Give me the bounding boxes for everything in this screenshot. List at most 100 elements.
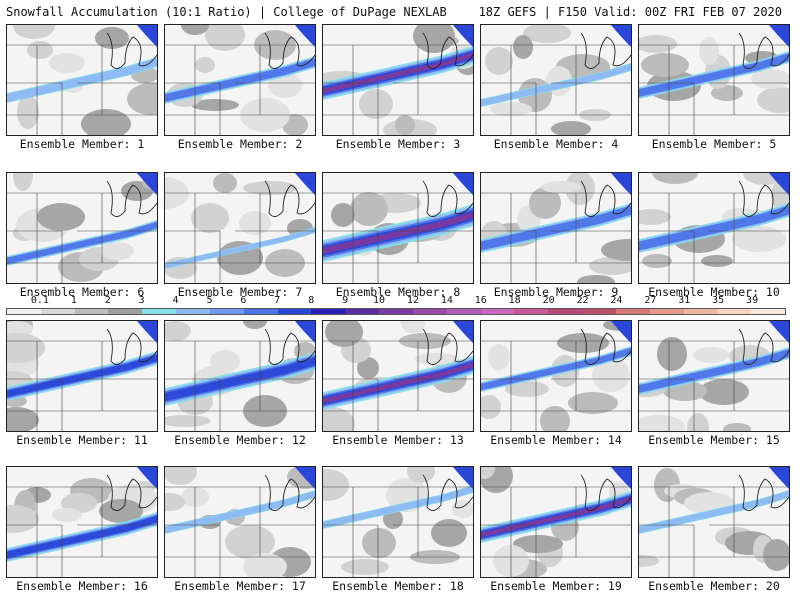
light-snow-area: [699, 379, 749, 405]
legend-swatch: [582, 309, 616, 314]
light-snow-area: [481, 395, 501, 419]
legend-swatch: [243, 309, 278, 314]
light-snow-area: [657, 337, 687, 371]
light-snow-area: [732, 226, 786, 252]
legend-swatch: [615, 309, 650, 314]
light-snow-area: [99, 499, 143, 523]
member-caption: Ensemble Member: 2: [177, 137, 303, 151]
heavy-snow-area: [137, 25, 157, 47]
legend-label: 5: [206, 295, 213, 306]
light-snow-area: [505, 381, 549, 397]
light-snow-area: [513, 35, 533, 59]
light-snow-area: [395, 115, 415, 135]
snowfall-map: [481, 321, 631, 431]
light-snow-area: [565, 173, 595, 205]
light-snow-area: [7, 505, 39, 533]
heavy-snow-area: [769, 321, 789, 343]
legend-label: 16: [474, 295, 487, 306]
light-snow-area: [205, 25, 245, 51]
member-caption: Ensemble Member: 9: [493, 285, 619, 299]
legend-label: 12: [406, 295, 419, 306]
light-snow-area: [652, 173, 698, 184]
light-snow-area: [165, 415, 211, 427]
light-snow-area: [763, 539, 789, 571]
heavy-snow-area: [295, 25, 315, 47]
great-lakes-outline: [738, 328, 789, 365]
light-snow-area: [452, 500, 473, 518]
legend-swatch: [209, 309, 244, 314]
member-caption: Ensemble Member: 16: [16, 579, 148, 593]
snowfall-band: [481, 63, 631, 107]
light-snow-area: [243, 181, 297, 195]
light-snow-area: [415, 353, 459, 365]
member-map-panel: [322, 320, 474, 432]
snowfall-map: [481, 25, 631, 135]
light-snow-area: [165, 321, 191, 341]
heavy-snow-area: [769, 467, 789, 489]
member-caption: Ensemble Member: 17: [174, 579, 306, 593]
light-snow-area: [350, 192, 388, 226]
snowfall-band: [639, 490, 789, 534]
snowfall-band: [481, 347, 631, 391]
legend-swatch: [7, 309, 41, 314]
color-legend: 0.1 1 2 3 4 5 6 7 8 9 10 12 14 16 18 20 22 24 27 31 35 39: [6, 295, 786, 318]
heavy-snow-area: [295, 173, 315, 195]
heavy-snow-area: [611, 25, 631, 47]
light-snow-area: [165, 493, 185, 511]
light-snow-area: [577, 275, 615, 283]
great-lakes-outline: [580, 474, 631, 511]
heavy-snow-area: [611, 321, 631, 343]
legend-swatch: [379, 309, 413, 314]
legend-label: 27: [644, 295, 657, 306]
snowfall-map: [165, 25, 315, 135]
light-snow-area: [639, 35, 677, 53]
snowfall-map: [323, 173, 473, 283]
light-snow-area: [95, 27, 129, 49]
legend-labels: 0.1 1 2 3 4 5 6 7 8 9 10 12 14 16 18 20 22 24 27 31 35 39: [6, 295, 786, 307]
great-lakes-outline: [264, 32, 315, 69]
heavy-snow-area: [611, 173, 631, 195]
great-lakes-outline: [264, 328, 315, 365]
light-snow-area: [711, 85, 743, 101]
legend-label: 35: [712, 295, 725, 306]
light-snow-area: [13, 25, 55, 39]
light-snow-area: [639, 209, 671, 225]
snowfall-band: [323, 211, 473, 255]
header: Snowfall Accumulation (10:1 Ratio) | Col…: [0, 0, 800, 22]
light-snow-area: [61, 493, 97, 513]
light-snow-area: [642, 254, 672, 268]
member-caption: Ensemble Member: 12: [174, 433, 306, 447]
great-lakes-outline: [422, 328, 473, 365]
legend-swatch: [108, 309, 143, 314]
member-map-panel: [6, 24, 158, 136]
member-map-panel: [164, 320, 316, 432]
legend-label: 4: [172, 295, 179, 306]
legend-label: 7: [274, 295, 281, 306]
model-run-info: 18Z GEFS | F150 Valid: 00Z FRI FEB 07 20…: [478, 5, 782, 19]
member-map-panel: [6, 466, 158, 578]
member-caption: Ensemble Member: 13: [332, 433, 464, 447]
snowfall-map: [639, 467, 789, 577]
light-snow-area: [213, 173, 237, 193]
legend-label: 20: [542, 295, 555, 306]
light-snow-area: [757, 87, 789, 113]
light-snow-area: [751, 69, 789, 89]
legend-swatch: [717, 309, 752, 314]
snowfall-band: [323, 485, 473, 529]
heavy-snow-area: [453, 467, 473, 489]
heavy-snow-area: [295, 467, 315, 489]
light-snow-area: [191, 99, 239, 111]
light-snow-area: [513, 535, 563, 553]
light-snow-area: [7, 321, 33, 337]
great-lakes-outline: [422, 474, 473, 511]
legend-swatch: [176, 309, 210, 314]
light-snow-area: [243, 321, 267, 329]
legend-swatch: [480, 309, 515, 314]
light-snow-area: [359, 89, 393, 119]
light-snow-area: [431, 519, 467, 547]
legend-swatch: [683, 309, 718, 314]
light-snow-area: [100, 242, 134, 260]
great-lakes-outline: [580, 32, 631, 69]
light-snow-area: [165, 467, 197, 485]
great-lakes-outline: [738, 474, 789, 511]
